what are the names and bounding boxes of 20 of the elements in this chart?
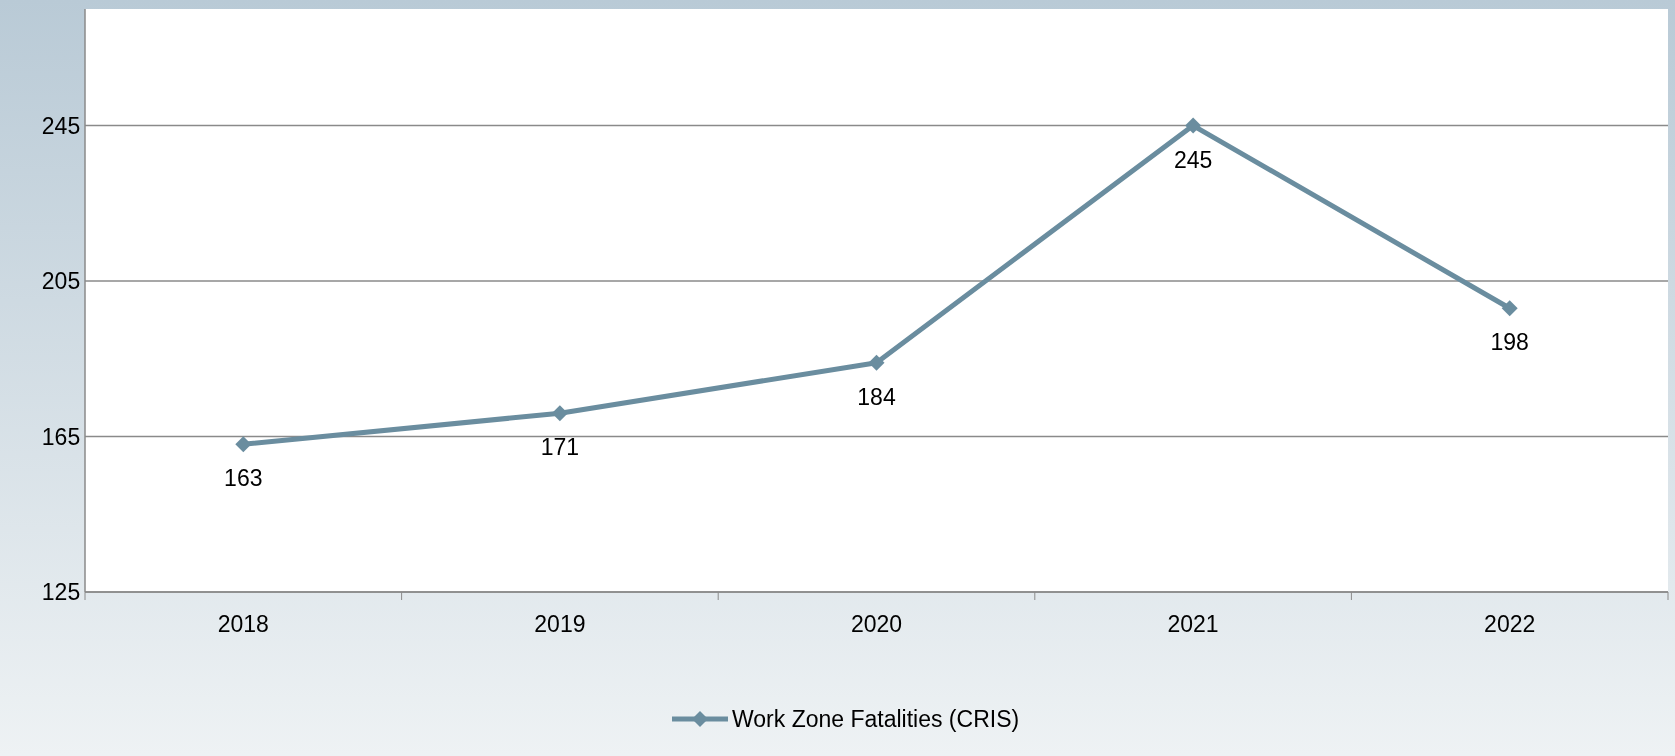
x-tick-label: 2020 — [850, 611, 903, 637]
point — [1501, 300, 1518, 317]
legend-label: Work Zone Fatalities (CRIS) — [732, 706, 1020, 732]
y-tick-label: 125 — [41, 579, 81, 605]
x-tick-label: 2018 — [217, 611, 269, 637]
x-tick-label: 2019 — [534, 611, 586, 637]
y-tick-label: 245 — [41, 112, 81, 139]
y-tick-label: 205 — [41, 268, 81, 295]
x-tick-label: 2022 — [1484, 611, 1536, 637]
x-tick-label: 2021 — [1167, 611, 1219, 637]
data-label: 184 — [857, 383, 896, 410]
data-label: 171 — [540, 434, 580, 461]
data-label: 198 — [1490, 329, 1529, 356]
data-label: 163 — [224, 465, 263, 492]
data-label: 245 — [1173, 146, 1213, 173]
y-tick-label: 165 — [41, 423, 81, 450]
point — [235, 436, 252, 453]
point — [868, 354, 885, 371]
point — [551, 405, 568, 422]
point — [1185, 117, 1202, 134]
